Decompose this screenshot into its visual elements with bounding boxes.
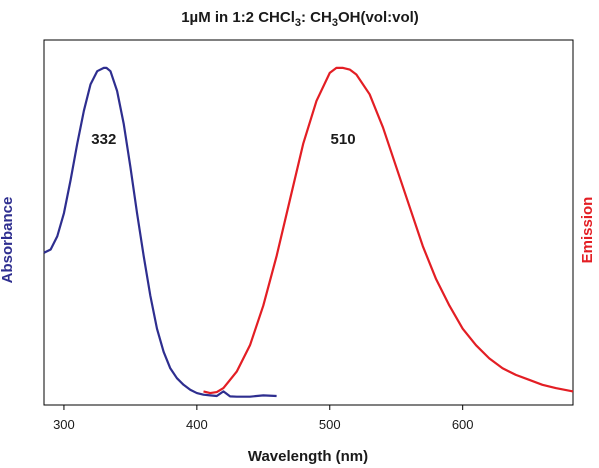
y-axis-label-absorbance: Absorbance bbox=[0, 197, 16, 284]
chart-title: 1µM in 1:2 CHCl3: CH3OH(vol:vol) bbox=[181, 9, 419, 29]
x-tick-label: 500 bbox=[319, 417, 341, 432]
x-tick-label: 600 bbox=[452, 417, 474, 432]
series-layer bbox=[43, 66, 574, 398]
series-line-absorbance bbox=[43, 66, 277, 398]
y-axis-label-emission: Emission bbox=[579, 197, 596, 264]
x-tick-label: 400 bbox=[186, 417, 208, 432]
peak-labels: 332 510 bbox=[91, 131, 355, 148]
plot-frame bbox=[43, 39, 574, 406]
x-axis-label: Wavelength (nm) bbox=[248, 448, 368, 465]
peak-label: 510 bbox=[331, 131, 356, 148]
series-line-emission bbox=[203, 66, 574, 395]
x-axis-ticks: 300 400 500 600 bbox=[53, 405, 474, 432]
peak-label: 332 bbox=[91, 131, 116, 148]
x-tick-label: 300 bbox=[53, 417, 75, 432]
